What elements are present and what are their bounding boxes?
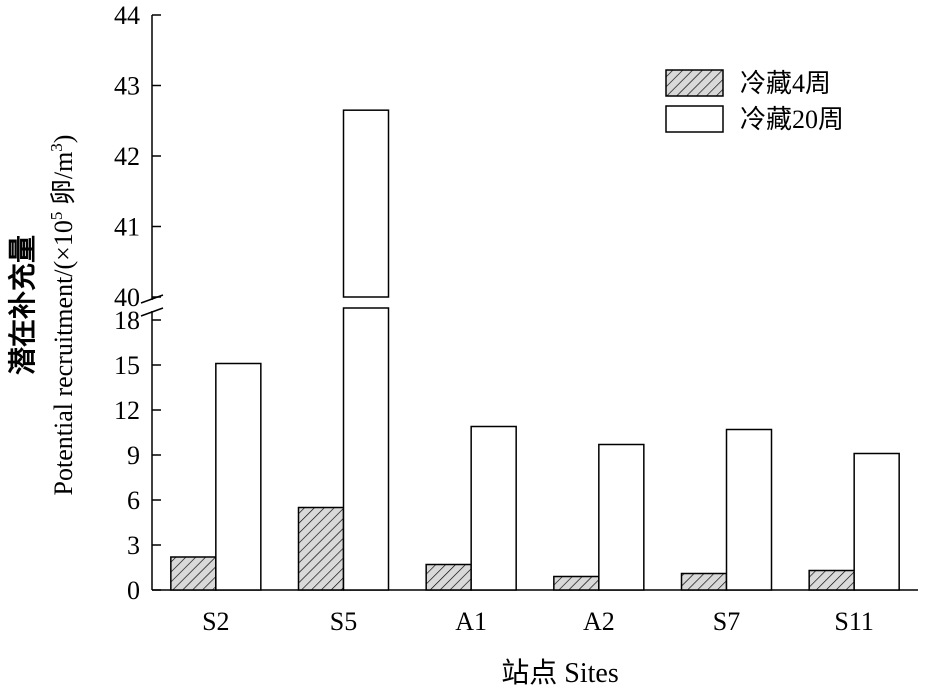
- y-tick-label: 15: [114, 351, 140, 380]
- y-tick-label: 42: [114, 142, 140, 171]
- bar-s5-series1: [297, 506, 345, 591]
- bar-a2-series1: [553, 575, 600, 591]
- bar-s2-series2: [215, 362, 262, 591]
- y-tick-label: 18: [114, 306, 140, 335]
- legend-swatch-1: [665, 69, 724, 97]
- y-axis-title-cn: 潜在补充量: [6, 235, 39, 375]
- bar-a1-series1: [425, 563, 472, 591]
- x-tick-label: A1: [455, 607, 487, 636]
- x-tick-label: S5: [330, 607, 357, 636]
- axis-break-mark: [140, 307, 164, 317]
- y-tick-label: 12: [114, 396, 140, 425]
- bar-s11-series1: [808, 569, 855, 591]
- bar-s5-series2-upper: [342, 109, 390, 298]
- bar-s2-series1: [170, 556, 217, 591]
- x-tick-label: S11: [834, 607, 874, 636]
- legend-swatch-2: [665, 105, 724, 133]
- y-tick-label: 6: [127, 486, 140, 515]
- y-tick-label: 3: [127, 531, 140, 560]
- bar-a1-series2: [470, 425, 517, 591]
- bar-a2-series2: [598, 443, 645, 591]
- bar-s7-series1: [680, 572, 728, 591]
- y-tick-label: 0: [127, 576, 140, 605]
- legend-label-1: 冷藏4周: [740, 69, 831, 98]
- y-tick-label: 43: [114, 72, 140, 101]
- bar-s5-series2-lower: [342, 307, 390, 591]
- x-tick-label: A2: [583, 607, 615, 636]
- x-tick-label: S7: [713, 607, 740, 636]
- bar-s7-series2: [725, 428, 773, 591]
- y-tick-label: 40: [114, 283, 140, 312]
- y-axis-title-en: Potential recruitment/(×105 卵/m3): [47, 135, 78, 496]
- x-axis-title: 站点 Sites: [501, 657, 618, 688]
- y-tick-label: 41: [114, 213, 140, 242]
- y-tick-label: 9: [127, 441, 140, 470]
- legend-label-2: 冷藏20周: [740, 105, 844, 134]
- x-tick-label: S2: [202, 607, 229, 636]
- y-tick-label: 44: [114, 1, 140, 30]
- bar-s11-series2: [853, 452, 900, 591]
